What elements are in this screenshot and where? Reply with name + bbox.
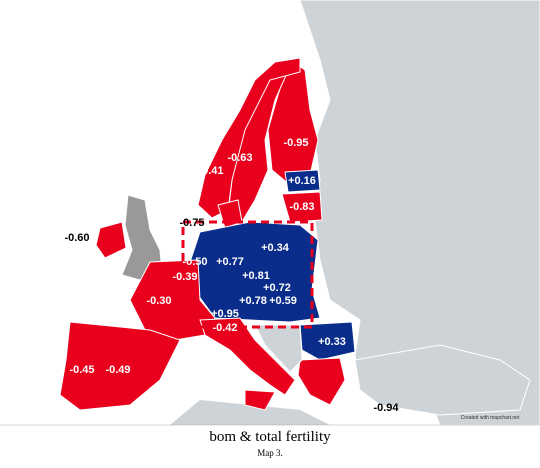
sea-west — [0, 320, 70, 425]
lithuania — [281, 191, 323, 223]
region-label: +0.59 — [269, 295, 297, 307]
balkans — [254, 324, 303, 373]
region-label: -0.60 — [64, 232, 89, 244]
region-label: -0.41 — [198, 165, 223, 177]
region-label: -0.39 — [172, 271, 197, 283]
sicily — [244, 389, 276, 411]
credit: Created with mapchart.net — [461, 415, 520, 421]
caption-subtitle: Map 3. — [257, 448, 283, 458]
region-label: +0.72 — [263, 282, 291, 294]
region-label: +0.34 — [261, 242, 290, 254]
region-label: -0.83 — [289, 201, 314, 213]
region-label: -0.95 — [283, 137, 308, 149]
greece — [297, 357, 346, 406]
italy — [199, 317, 296, 396]
region-label: +0.81 — [242, 270, 270, 282]
region-label: -0.45 — [69, 364, 94, 376]
caption-title: bom & total fertility — [209, 429, 331, 445]
region-label: -0.63 — [227, 152, 252, 164]
region-label: +0.77 — [216, 256, 244, 268]
region-label: -0.50 — [182, 256, 207, 268]
map-labels: -0.95 -0.63 -0.41 +0.16 -0.83 -0.60 -0.75 +0.34… — [64, 137, 399, 414]
region-label: +0.95 — [211, 308, 239, 320]
region-label: +0.78 — [239, 295, 267, 307]
land-turkey — [354, 344, 531, 416]
region-label: -0.30 — [146, 295, 171, 307]
region-label: +0.16 — [288, 175, 316, 187]
iberia — [59, 321, 181, 411]
ireland — [95, 221, 127, 259]
land-africa — [170, 400, 330, 425]
region-label: -0.94 — [373, 402, 399, 414]
region-label: -0.42 — [212, 322, 237, 334]
region-label: +0.33 — [318, 336, 346, 348]
region-label: -0.75 — [179, 217, 204, 229]
estonia — [284, 169, 321, 193]
region-label: -0.49 — [105, 364, 130, 376]
